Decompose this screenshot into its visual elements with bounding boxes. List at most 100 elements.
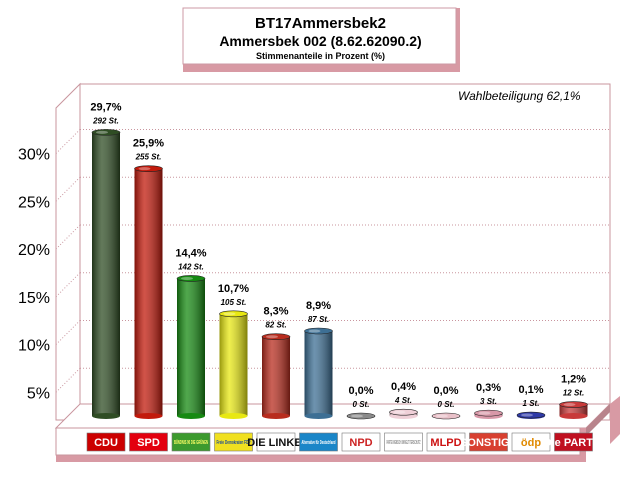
vote-label: 12 St. <box>563 389 584 398</box>
bar-shading <box>262 336 290 416</box>
logo-text: MLPD <box>430 437 461 449</box>
y-tick-label: 15% <box>18 290 50 307</box>
y-tick-label: 10% <box>18 338 50 355</box>
bar-cap <box>176 275 206 282</box>
bar-base <box>559 413 588 419</box>
value-label: 0,1% <box>518 384 543 396</box>
party-logo-AfD: Alternative für Deutschland <box>299 432 338 452</box>
bar-cap-highlight <box>266 335 278 339</box>
logo-text: PARTEI MENSCH UMWELT TIERSCHUTZ <box>387 440 421 446</box>
party-logo-Tierschutzpartei: PARTEI MENSCH UMWELT TIERSCHUTZ <box>384 432 423 452</box>
bar-shading <box>134 168 163 416</box>
y-axis: 5% 10% 15% 20% 25% 30% <box>18 147 50 403</box>
bar-base <box>177 413 205 419</box>
bar-base <box>262 413 290 419</box>
value-label: 0,0% <box>433 385 458 397</box>
bar-cap-highlight <box>436 414 448 418</box>
bar-shading <box>177 278 205 416</box>
vote-label: 4 St. <box>394 396 412 405</box>
vote-label: 255 St. <box>135 153 162 162</box>
bar-cap <box>219 310 248 318</box>
logo-box <box>86 432 126 452</box>
party-logos: CDU SPD BÜNDNIS 90 DIE GRÜNEN Freie Demokra… <box>86 432 603 452</box>
title-line-2: Ammersbek 002 (8.62.62090.2) <box>219 33 422 49</box>
party-logo-DIE LINKE: DIE LINKE. <box>247 432 305 452</box>
value-label: 8,9% <box>306 300 331 312</box>
logo-box <box>299 432 338 452</box>
logo-box <box>469 432 508 452</box>
title-shadow-bottom <box>183 62 458 72</box>
bar-cap-highlight <box>308 329 321 333</box>
value-label: 1,2% <box>561 374 586 386</box>
bar-cap <box>559 401 588 408</box>
bar-cap-highlight <box>96 130 108 134</box>
bar-AfD <box>304 327 333 419</box>
vote-label: 1 St. <box>523 399 540 408</box>
bar-cap-highlight <box>351 414 363 418</box>
party-logo-NPD: NPD <box>341 432 381 452</box>
bar-base <box>92 413 120 419</box>
party-logo-GRÜNE: BÜNDNIS 90 DIE GRÜNEN <box>171 432 211 452</box>
vote-label: 0 St. <box>438 400 455 409</box>
floor-side-edge <box>586 404 610 436</box>
bar-labels: 29,7% 292 St. 25,9% 255 St. 14,4% 142 St. 10,7… <box>90 101 586 409</box>
vote-label: 3 St. <box>480 397 497 406</box>
value-label: 8,3% <box>263 306 288 318</box>
bar-cap-highlight <box>181 276 193 280</box>
y-tick-label: 30% <box>18 147 50 164</box>
bar-shading <box>559 404 588 416</box>
logo-box <box>171 432 211 452</box>
bar-cap <box>431 412 461 420</box>
y-tick-label: 25% <box>18 194 50 211</box>
logo-text: SPD <box>137 437 160 449</box>
logo-box <box>384 432 423 452</box>
bar-base <box>134 413 163 419</box>
bar-cap <box>346 412 376 420</box>
logo-box <box>129 432 168 452</box>
party-logo-SONSTIGE: SONSTIGE <box>460 432 517 452</box>
bar-cap <box>304 327 333 335</box>
bar-SPD <box>134 165 163 419</box>
party-logo-CDU: CDU <box>86 432 126 452</box>
party-logo-MLPD: MLPD <box>426 432 466 452</box>
plot-area <box>79 83 611 421</box>
bar-cap <box>261 333 291 341</box>
logo-box <box>341 432 381 452</box>
value-label: 10,7% <box>218 283 249 295</box>
logo-box <box>554 432 593 452</box>
logo-text: NPD <box>349 437 372 449</box>
gridlines <box>55 129 610 393</box>
value-label: 0,3% <box>476 382 501 394</box>
bar-GRÜNE <box>176 275 206 419</box>
vote-label: 292 St. <box>92 116 119 125</box>
vote-label: 105 St. <box>221 298 247 307</box>
bar-cap <box>389 408 418 416</box>
bar-cap-highlight <box>138 167 151 171</box>
bar-cap <box>474 409 503 417</box>
party-logo-SPD: SPD <box>129 432 168 452</box>
y-tick-label: 20% <box>18 242 50 259</box>
bar-DIE LINKE <box>261 333 291 419</box>
vote-label: 82 St. <box>265 321 286 330</box>
value-label: 0,4% <box>391 381 416 393</box>
bar-shading <box>219 313 248 416</box>
value-label: 29,7% <box>90 101 121 113</box>
bar-cap-highlight <box>478 411 491 415</box>
logo-text: BÜNDNIS 90 DIE GRÜNEN <box>174 439 208 446</box>
logo-box <box>214 432 253 452</box>
bar-base <box>304 413 333 419</box>
logo-text: ödp <box>521 437 541 449</box>
value-label: 0,0% <box>348 385 373 397</box>
party-logo-Die PARTEI: Die PARTEI <box>544 432 603 452</box>
bar-cap-highlight <box>223 312 236 316</box>
logo-box <box>256 432 296 452</box>
bar-shading <box>92 132 120 417</box>
bar-CDU <box>91 129 121 419</box>
logo-text: CDU <box>94 437 118 449</box>
logo-box <box>426 432 466 452</box>
bar-cap-highlight <box>393 410 406 414</box>
turnout-label: Wahlbeteiligung 62,1% <box>458 89 581 103</box>
vote-label: 87 St. <box>308 315 329 324</box>
